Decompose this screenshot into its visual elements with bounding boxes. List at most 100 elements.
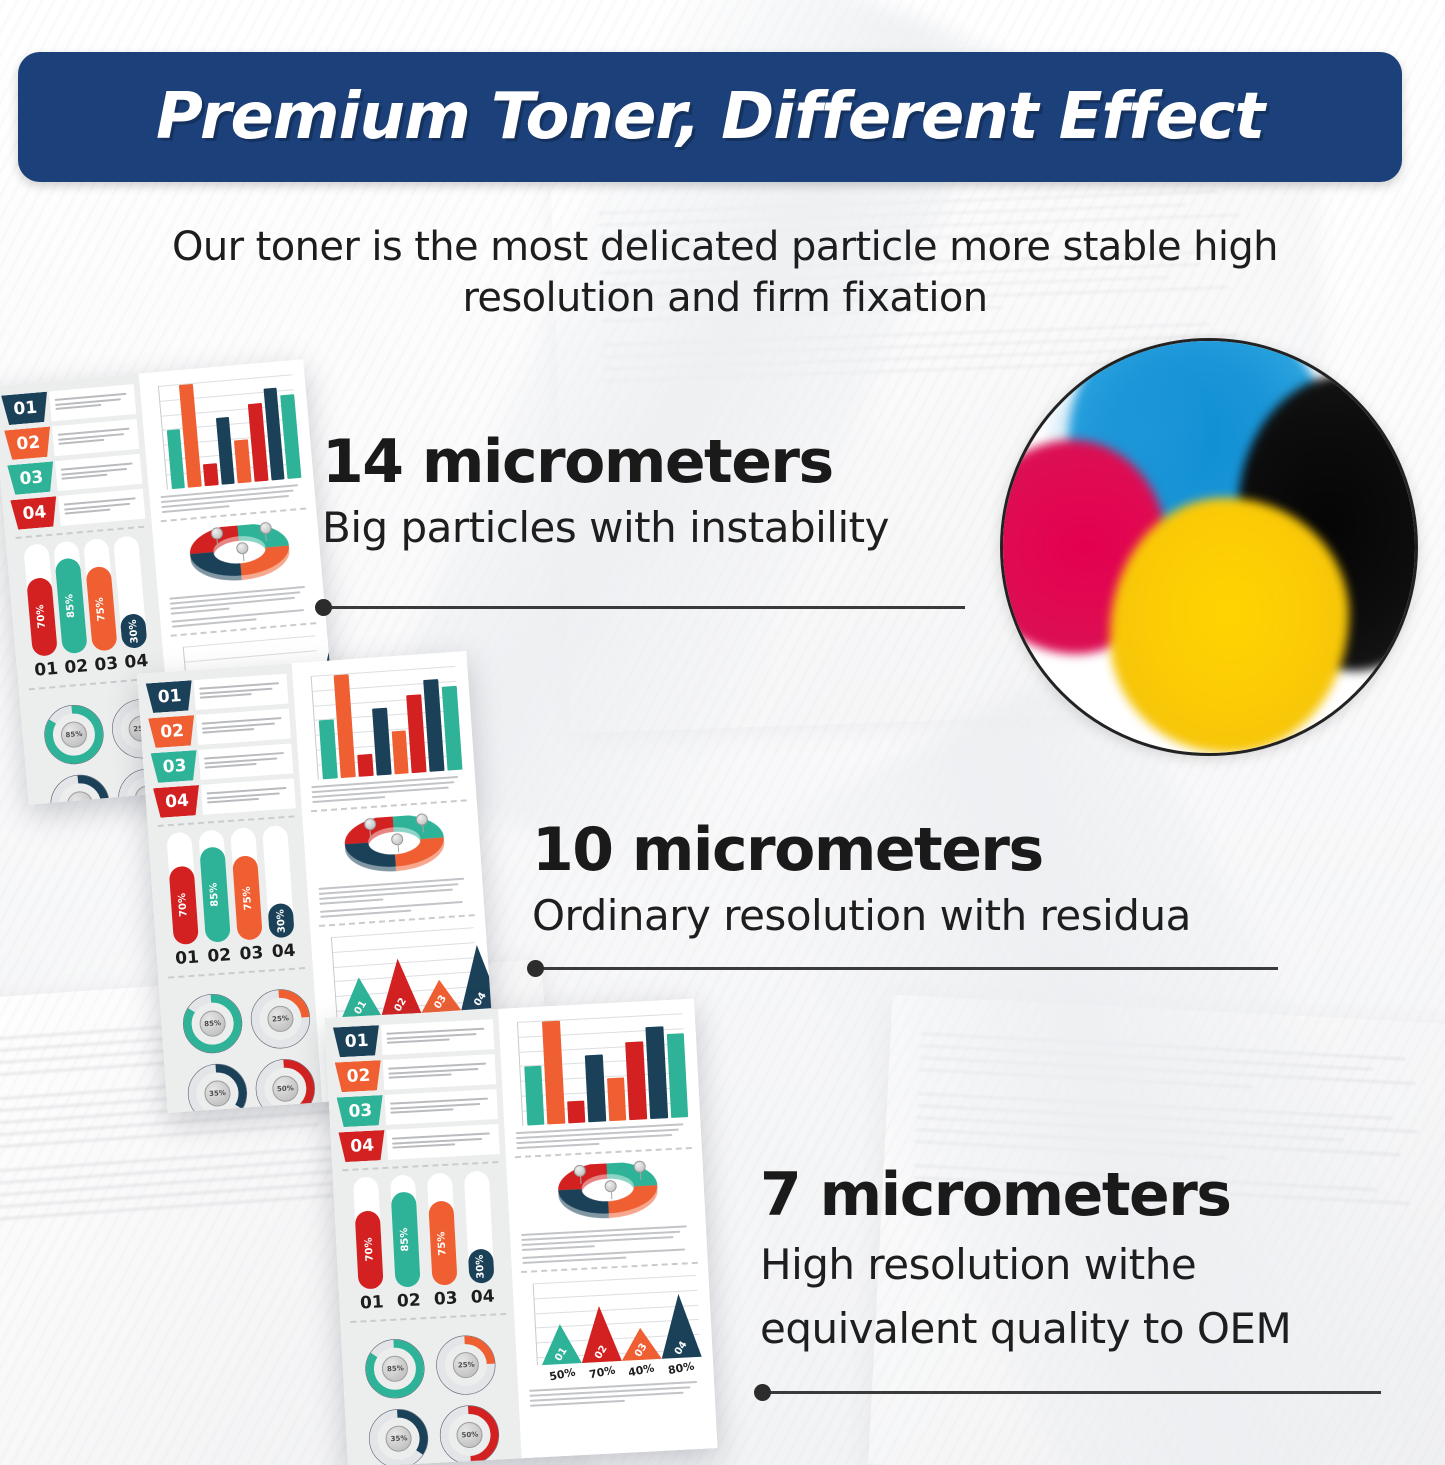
callout-10um-size: 10 micrometers (532, 815, 1044, 885)
capsule-fill: 70% (25, 576, 58, 657)
paragraph (522, 1248, 695, 1264)
callout-7um-rule (763, 1391, 1381, 1394)
grouped-bar (666, 1032, 689, 1119)
numbered-item-body (198, 743, 294, 780)
grouped-bar (318, 719, 338, 780)
numbered-item: 03 (337, 1089, 498, 1127)
grouped-bar (406, 694, 427, 774)
gauge-ring (436, 1335, 496, 1395)
grouped-bar (542, 1021, 566, 1125)
numbered-item-body (55, 453, 142, 492)
callout-7um-dot (754, 1384, 771, 1401)
capsule-value: 70% (35, 604, 49, 630)
ring-segment (558, 1161, 658, 1214)
capsule-fill: 75% (428, 1200, 458, 1286)
text-line (207, 798, 259, 804)
grouped-bar (524, 1065, 545, 1126)
capsule-fill: 70% (168, 865, 199, 946)
infographic-sheet-10um: 01 02 03 04 70% 85% 75% 30% 01 02 03 04 85% 25% 35% 50%… (137, 651, 497, 1113)
bars (162, 370, 302, 490)
numbered-item: 03 (7, 453, 142, 495)
triangle-bar: 01 (338, 975, 382, 1019)
ring-pin (604, 1179, 618, 1193)
grouped-bar (441, 685, 463, 771)
numbered-item-body (384, 1089, 498, 1125)
capsule-category: 04 (123, 650, 150, 673)
ring-segment (344, 814, 444, 867)
capsule-fill: 85% (54, 557, 88, 655)
numbered-item-tag: 04 (153, 785, 201, 818)
capsule-bar-chart-labels: 01 02 03 04 (164, 940, 306, 970)
grouped-bar (585, 1054, 607, 1123)
triangle-value: 80% (667, 1358, 696, 1377)
grouped-bar (280, 393, 302, 479)
gauge-ring (369, 1409, 429, 1465)
numbered-item-body (193, 673, 289, 711)
paragraph (515, 1123, 690, 1150)
capsule-bar: 75% (230, 827, 263, 941)
capsule-fill: 75% (232, 855, 263, 941)
callout-14um: 14 micrometers Big particles with instab… (322, 427, 889, 553)
numbered-item-tag: 03 (7, 461, 55, 495)
page-title: Premium Toner, Different Effect (155, 80, 1265, 154)
callout-10um-dot (527, 960, 544, 977)
grouped-bar-chart (299, 662, 466, 781)
capsule-fill: 85% (390, 1191, 421, 1288)
capsule-value: 75% (241, 885, 254, 911)
capsule-value: 75% (436, 1230, 449, 1256)
paragraph (311, 775, 464, 804)
subtitle-line-2: resolution and firm fixation (462, 275, 988, 322)
capsule-bar: 75% (426, 1172, 458, 1286)
capsule-value: 30% (127, 618, 141, 644)
numbered-item-tag: 04 (10, 496, 58, 530)
grouped-bar (625, 1041, 648, 1121)
capsule-category: 02 (63, 656, 89, 679)
callout-14um-size: 14 micrometers (322, 427, 834, 497)
triangle-bar: 03 (419, 978, 462, 1014)
capsule-bar-chart: 70% 85% 75% 30% (156, 824, 305, 946)
capsule-category: 01 (33, 658, 59, 681)
capsule-fill: 70% (354, 1209, 384, 1290)
ring-chart-svg (558, 1161, 659, 1219)
text-line (199, 693, 252, 699)
numbered-item: 04 (338, 1124, 500, 1162)
divider (350, 1312, 507, 1324)
capsule-value: 75% (94, 596, 108, 622)
triangle-value: 70% (587, 1363, 617, 1381)
triangle-value: 40% (627, 1360, 656, 1379)
gauge-ring (44, 705, 104, 765)
capsule-category: 03 (93, 653, 120, 676)
ring-chart (523, 1157, 693, 1228)
numbered-item: 01 (146, 673, 289, 714)
ring-chart (320, 809, 470, 881)
donut-gauge: 85% (40, 701, 107, 768)
text-line (204, 763, 257, 769)
capsule-bar: 30% (112, 535, 148, 650)
bars (315, 662, 463, 780)
capsule-value: 30% (275, 908, 288, 934)
capsule-category: 02 (396, 1290, 422, 1312)
capsule-bar: 30% (262, 824, 296, 939)
ring-segment (558, 1161, 658, 1214)
donut-gauge: 25% (434, 1332, 499, 1397)
capsule-category: 03 (433, 1288, 459, 1310)
grouped-bar (357, 754, 374, 777)
capsule-bar: 70% (22, 543, 58, 657)
cmyk-toner-powder-image (1000, 338, 1418, 756)
numbered-item-tag: 01 (146, 680, 194, 713)
callout-10um: 10 micrometers Ordinary resolution with … (532, 815, 1191, 941)
capsule-category: 03 (238, 942, 264, 965)
ring-segment (344, 814, 444, 867)
ring-chart-svg (344, 814, 445, 872)
capsule-category: 01 (174, 947, 200, 970)
ring-chart-svg (189, 523, 290, 581)
numbered-item-body (386, 1124, 500, 1160)
donut-gauge: 85% (180, 991, 246, 1057)
grouped-bar (215, 416, 235, 485)
numbered-item-tag: 01 (333, 1025, 381, 1057)
numbered-item: 02 (148, 708, 292, 749)
